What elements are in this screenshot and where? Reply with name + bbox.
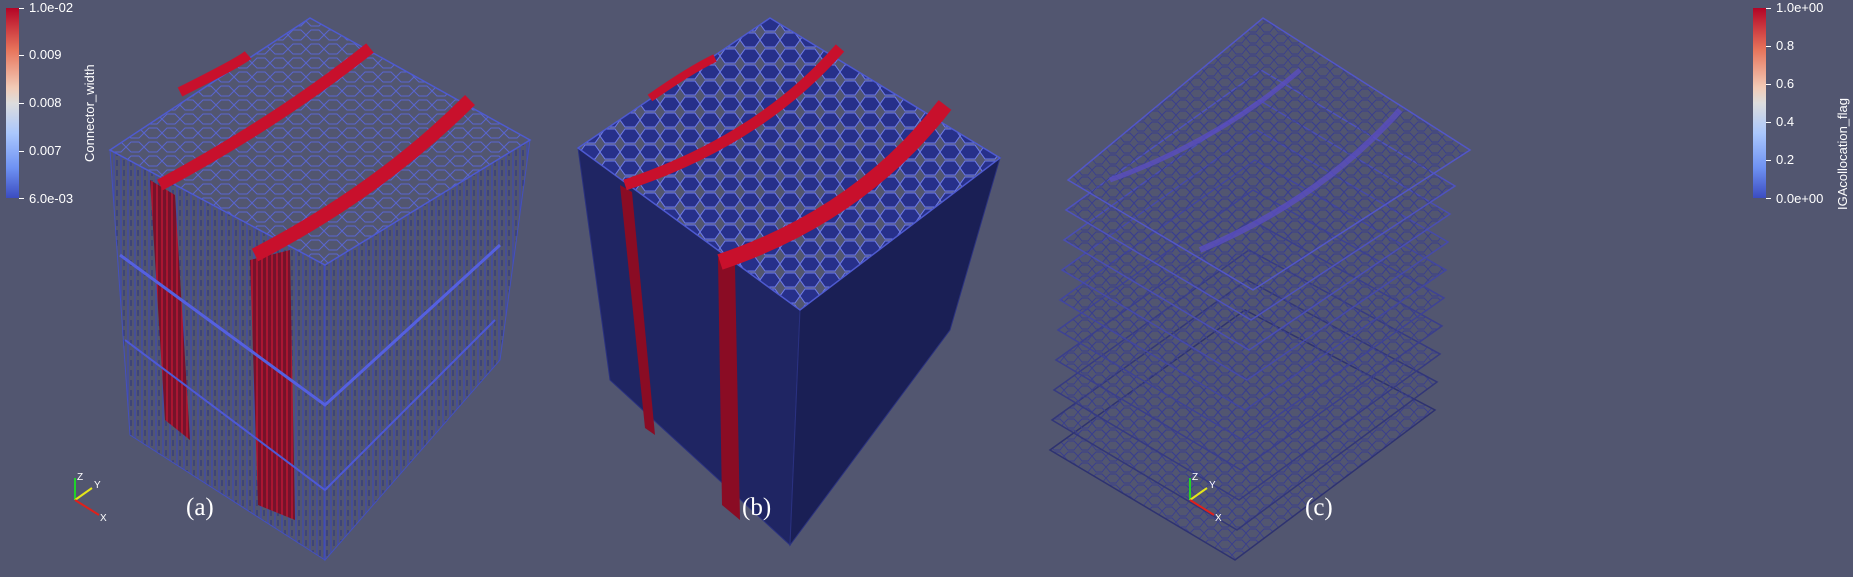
axes-triad-right: Z Y X xyxy=(1189,472,1222,524)
triad-z-label-right: Z xyxy=(1192,472,1198,483)
colorbar-tick xyxy=(19,55,24,56)
colorbar-right-tick-label-3: 0.4 xyxy=(1776,114,1795,129)
colorbar-tick xyxy=(1766,160,1771,161)
colorbar-tick xyxy=(1766,8,1771,9)
colorbar-tick xyxy=(19,103,24,104)
colorbar-right-tick-label-5: 0.0e+00 xyxy=(1776,191,1824,206)
colorbar-left-tick-label-0: 1.0e-02 xyxy=(29,0,74,15)
panel-label-b: (b) xyxy=(742,494,772,521)
colorbar-tick xyxy=(1766,122,1771,123)
colorbar-tick xyxy=(1766,46,1771,47)
colorbar-left-tick-label-1: 0.009 xyxy=(29,47,62,62)
colorbar-tick xyxy=(19,8,24,9)
panel-c-render xyxy=(1048,17,1472,561)
colorbar-tick xyxy=(1766,84,1771,85)
panel-label-a: (a) xyxy=(186,494,214,521)
colorbar-left-tick-label-3: 0.007 xyxy=(29,143,62,158)
panel-b-render xyxy=(576,17,1002,547)
triad-y-label: Y xyxy=(94,480,101,491)
colorbar-igacollocation-flag xyxy=(1753,8,1766,198)
colorbar-right-tick-label-2: 0.6 xyxy=(1776,76,1795,91)
colorbar-left-tick-label-4: 6.0e-03 xyxy=(29,191,74,206)
colorbar-tick xyxy=(1766,198,1771,199)
triad-y-label-right: Y xyxy=(1209,480,1216,491)
triad-z-label: Z xyxy=(77,472,83,483)
triad-x-label: X xyxy=(100,513,107,524)
colorbar-right-tick-label-0: 1.0e+00 xyxy=(1776,0,1824,15)
colorbar-tick xyxy=(19,198,24,199)
axes-triad-left: Z Y X xyxy=(74,472,107,524)
triad-x-label-right: X xyxy=(1215,513,1222,524)
colorbar-left-tick-label-2: 0.008 xyxy=(29,95,62,110)
panel-a-render xyxy=(108,17,532,562)
colorbar-right-tick-label-4: 0.2 xyxy=(1776,152,1795,167)
colorbar-right-tick-label-1: 0.8 xyxy=(1776,38,1795,53)
colorbar-connector-width xyxy=(6,8,19,198)
panel-label-c: (c) xyxy=(1305,494,1333,521)
colorbar-tick xyxy=(19,151,24,152)
